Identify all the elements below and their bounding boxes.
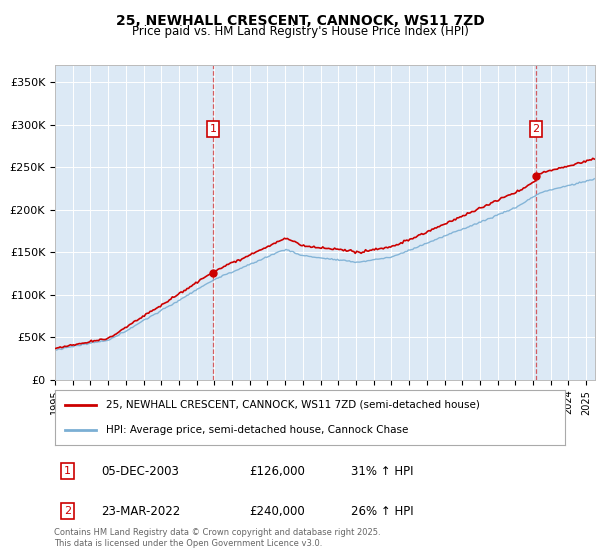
Text: 26% ↑ HPI: 26% ↑ HPI [351, 505, 413, 517]
Text: 2: 2 [64, 506, 71, 516]
Text: 1: 1 [64, 466, 71, 476]
Text: 1: 1 [209, 124, 217, 134]
Text: 23-MAR-2022: 23-MAR-2022 [101, 505, 180, 517]
Text: 25, NEWHALL CRESCENT, CANNOCK, WS11 7ZD (semi-detached house): 25, NEWHALL CRESCENT, CANNOCK, WS11 7ZD … [106, 400, 480, 410]
Text: £240,000: £240,000 [249, 505, 305, 517]
Text: 05-DEC-2003: 05-DEC-2003 [101, 465, 179, 478]
Text: 31% ↑ HPI: 31% ↑ HPI [351, 465, 413, 478]
Text: £126,000: £126,000 [249, 465, 305, 478]
Text: 2: 2 [532, 124, 539, 134]
Text: Contains HM Land Registry data © Crown copyright and database right 2025.
This d: Contains HM Land Registry data © Crown c… [54, 528, 380, 548]
Text: Price paid vs. HM Land Registry's House Price Index (HPI): Price paid vs. HM Land Registry's House … [131, 25, 469, 38]
Text: HPI: Average price, semi-detached house, Cannock Chase: HPI: Average price, semi-detached house,… [106, 425, 409, 435]
Text: 25, NEWHALL CRESCENT, CANNOCK, WS11 7ZD: 25, NEWHALL CRESCENT, CANNOCK, WS11 7ZD [116, 14, 484, 28]
